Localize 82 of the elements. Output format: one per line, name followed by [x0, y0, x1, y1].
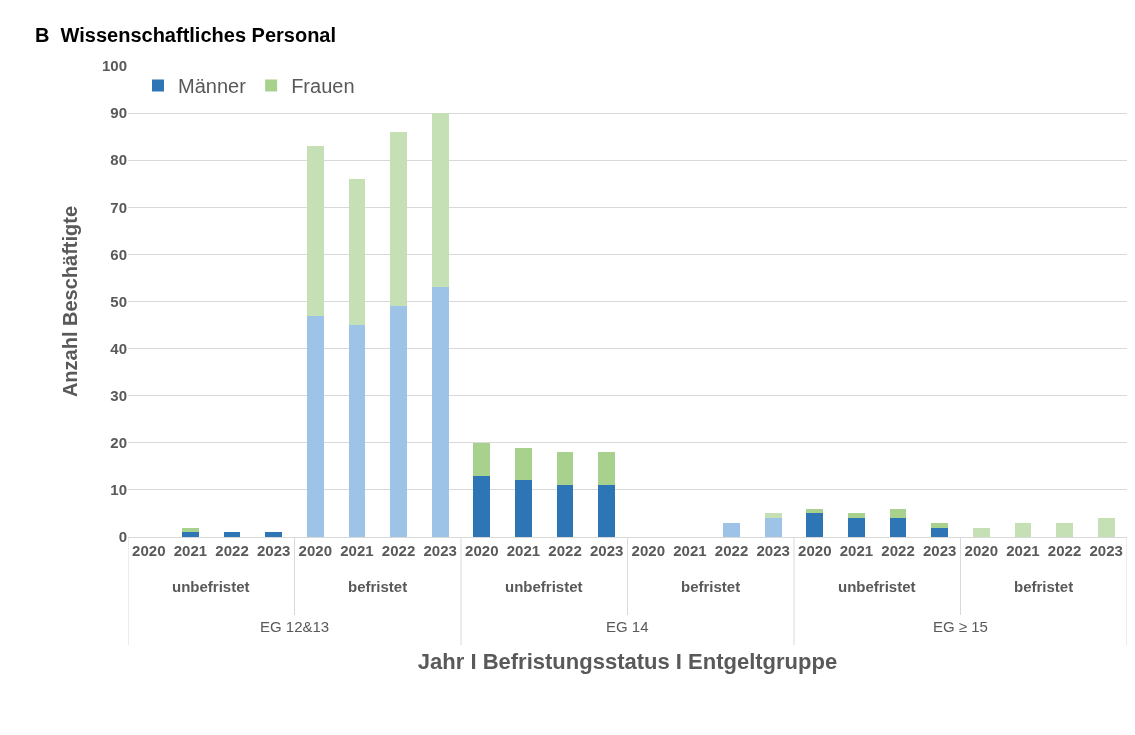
x-tick-label: 2021 — [173, 542, 208, 559]
x-tick-label: 2023 — [1089, 542, 1123, 559]
bar — [473, 442, 491, 476]
x-tick-label: 2023 — [257, 542, 291, 559]
bar — [182, 532, 199, 537]
bar — [265, 532, 283, 537]
y-tick-label: 100 — [101, 57, 127, 75]
bar — [515, 447, 532, 481]
text: EG 12&13 — [260, 618, 330, 635]
x-tick-label: 2023 — [923, 542, 957, 559]
bar — [1056, 522, 1073, 537]
chart-title: B Wissenschaftliches Personal — [35, 24, 337, 46]
x-tick-label: 2021 — [1006, 542, 1040, 559]
bar — [223, 532, 241, 537]
x-tick-label: 2020 — [631, 542, 665, 559]
bar — [806, 513, 824, 537]
bar — [1014, 522, 1032, 537]
x-axis-title: Jahr I Befristungsstatus I Entgeltgruppe — [417, 648, 838, 674]
legend-label: Männer — [177, 75, 247, 98]
x-tick-label: 2023 — [756, 542, 790, 559]
x-tick-label: 2022 — [215, 542, 249, 559]
bar — [598, 485, 616, 537]
x-tick-label: 2022 — [714, 542, 749, 559]
bar — [431, 113, 449, 288]
bar — [390, 306, 407, 537]
x-tick-label: 2022 — [548, 542, 582, 559]
y-tick-label: 80 — [110, 151, 127, 169]
x-tick-label: 2020 — [132, 542, 166, 559]
text: unbefristet — [838, 578, 916, 595]
x-tick-label: 2022 — [1047, 542, 1082, 559]
text: unbefristet — [505, 578, 583, 595]
bar — [431, 287, 449, 537]
bar — [972, 527, 990, 537]
bar — [556, 452, 574, 486]
x-tick-label: 2021 — [839, 542, 874, 559]
bar — [723, 522, 740, 537]
y-tick-label: 20 — [110, 434, 127, 452]
x-tick-label: 2023 — [590, 542, 624, 559]
x-tick-label: 2022 — [881, 542, 915, 559]
x-tick-label: 2020 — [964, 542, 998, 559]
x-tick-label: 2020 — [798, 542, 832, 559]
x-tick-label: 2021 — [340, 542, 374, 559]
y-tick-label: 40 — [110, 339, 127, 357]
y-tick-label: 70 — [110, 198, 127, 216]
x-tick-label: 2021 — [673, 542, 707, 559]
bar — [515, 480, 532, 537]
bar — [764, 513, 782, 519]
text: EG 14 — [606, 618, 649, 635]
y-tick-label: 50 — [110, 292, 127, 310]
y-axis-title: Anzahl Beschäftigte — [59, 205, 82, 398]
bar — [390, 131, 407, 307]
y-tick-label: 30 — [110, 386, 127, 404]
bar — [931, 522, 949, 528]
bar — [848, 518, 865, 537]
bar — [889, 508, 907, 519]
y-tick-label: 60 — [110, 245, 127, 263]
bar — [1097, 518, 1115, 537]
bar — [306, 146, 324, 316]
bar — [764, 518, 782, 537]
legend-label: Frauen — [291, 75, 355, 98]
bar — [598, 452, 616, 486]
y-tick-label: 0 — [118, 528, 127, 546]
x-tick-label: 2021 — [506, 542, 541, 559]
bar — [556, 485, 574, 537]
text: befristet — [348, 578, 408, 595]
x-tick-label: 2022 — [381, 542, 416, 559]
text: unbefristet — [172, 578, 250, 595]
text: befristet — [681, 578, 741, 595]
y-tick-label: 90 — [110, 104, 127, 122]
bar — [306, 315, 324, 537]
text: EG ≥ 15 — [933, 618, 988, 635]
bar — [889, 518, 907, 537]
x-tick-label: 2023 — [423, 542, 457, 559]
y-tick-label: 10 — [110, 481, 127, 499]
x-tick-label: 2020 — [465, 542, 499, 559]
bar — [473, 475, 491, 537]
text: befristet — [1014, 578, 1074, 595]
bar — [848, 513, 865, 519]
x-tick-label: 2020 — [298, 542, 332, 559]
bar — [348, 179, 366, 326]
bar — [348, 325, 366, 537]
bar — [931, 527, 949, 537]
